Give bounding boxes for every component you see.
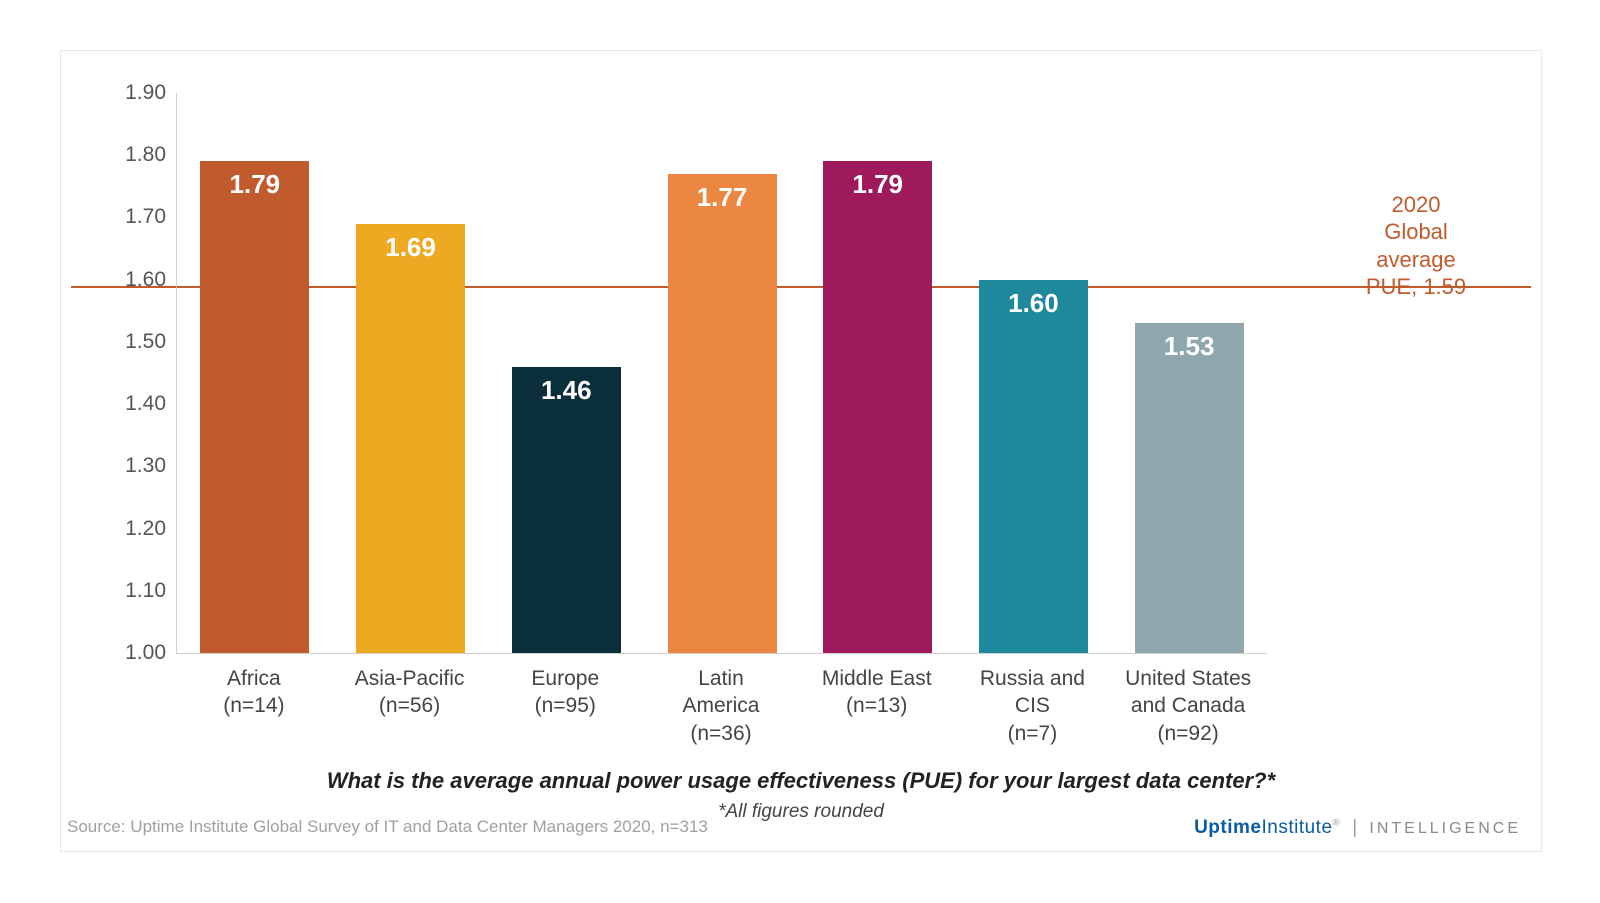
y-tick-label: 1.40 (101, 392, 166, 416)
brand-part1: Uptime (1194, 817, 1261, 838)
brand-sep: | (1352, 817, 1357, 838)
x-tick-label: Russia andCIS(n=7) (955, 665, 1111, 747)
bar: 1.53 (1135, 323, 1244, 653)
bar-value-label: 1.77 (668, 182, 777, 213)
y-tick-label: 1.90 (101, 81, 166, 105)
average-label-line: Global (1326, 218, 1506, 246)
x-tick-label: United Statesand Canada(n=92) (1110, 665, 1266, 747)
bar: 1.69 (356, 224, 465, 653)
y-tick-label: 1.20 (101, 517, 166, 541)
brand-part2: Institute (1261, 817, 1332, 838)
x-tick-label: Europe(n=95) (487, 665, 643, 720)
chart-question: What is the average annual power usage e… (61, 768, 1541, 794)
x-tick-label: Middle East(n=13) (799, 665, 955, 720)
average-label-line: 2020 (1326, 191, 1506, 219)
brand-part3: INTELLIGENCE (1369, 820, 1521, 837)
brand-reg: ® (1333, 818, 1341, 829)
bar-value-label: 1.69 (356, 232, 465, 263)
x-tick-label: LatinAmerica(n=36) (643, 665, 799, 747)
y-tick-label: 1.00 (101, 641, 166, 665)
bar-value-label: 1.46 (512, 375, 621, 406)
source-text: Source: Uptime Institute Global Survey o… (67, 817, 708, 837)
y-tick-label: 1.80 (101, 143, 166, 167)
y-tick-label: 1.10 (101, 579, 166, 603)
bar-value-label: 1.53 (1135, 331, 1244, 362)
chart-frame: 1.00 1.10 1.20 1.30 1.40 1.50 1.60 1.70 1.80 1.90… (60, 50, 1542, 852)
average-label-line: PUE, 1.59 (1326, 273, 1506, 301)
brand-logo: UptimeInstitute® | INTELLIGENCE (1194, 817, 1521, 839)
bar-value-label: 1.79 (823, 169, 932, 200)
y-tick-label: 1.70 (101, 205, 166, 229)
bar: 1.46 (512, 367, 621, 653)
y-tick-label: 1.50 (101, 330, 166, 354)
bar: 1.79 (823, 161, 932, 653)
y-tick-label: 1.30 (101, 454, 166, 478)
plot-area: 1.79 1.69 1.46 1.77 1.79 1.60 1.53 (176, 93, 1267, 654)
bar: 1.77 (668, 174, 777, 653)
average-label: 2020GlobalaveragePUE, 1.59 (1326, 191, 1506, 301)
bar-value-label: 1.60 (979, 288, 1088, 319)
x-tick-label: Asia-Pacific(n=56) (332, 665, 488, 720)
y-tick-label: 1.60 (101, 268, 166, 292)
bar: 1.60 (979, 280, 1088, 653)
x-tick-label: Africa(n=14) (176, 665, 332, 720)
bar-value-label: 1.79 (200, 169, 309, 200)
bar: 1.79 (200, 161, 309, 653)
average-label-line: average (1326, 246, 1506, 274)
